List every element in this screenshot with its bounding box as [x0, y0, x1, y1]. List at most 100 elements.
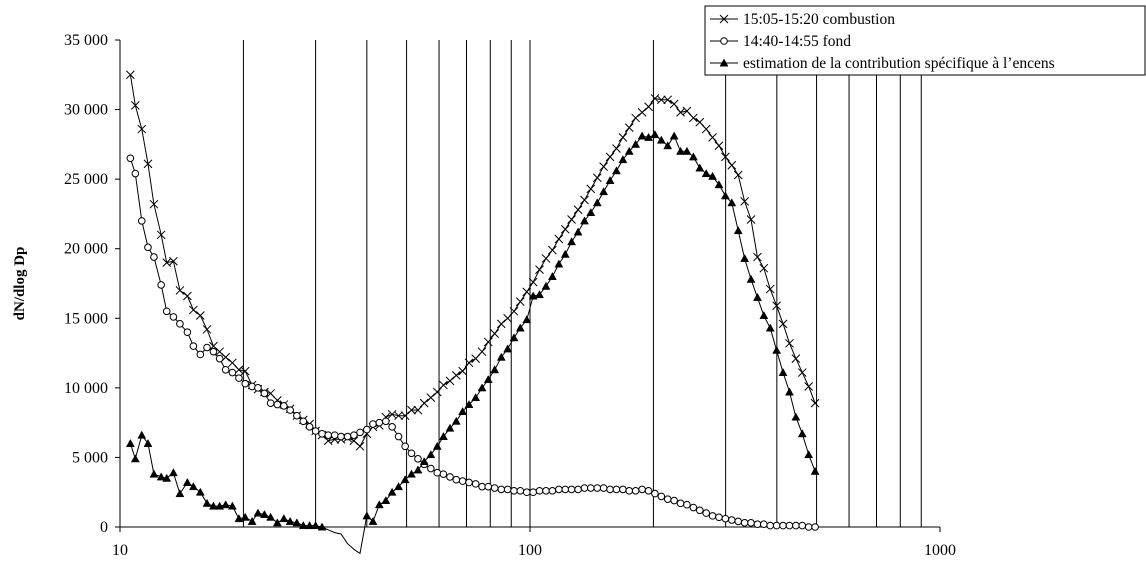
data-point	[509, 333, 519, 342]
data-point	[765, 323, 775, 332]
data-point	[484, 482, 493, 491]
data-point	[149, 469, 159, 478]
data-point	[260, 389, 269, 398]
data-point	[195, 487, 205, 496]
legend: 15:05-15:20 combustion 14:40-14:55 fond es…	[704, 5, 1146, 76]
data-point	[586, 208, 596, 216]
data-point	[465, 478, 473, 487]
data-point	[522, 488, 531, 497]
data-point	[580, 195, 589, 205]
data-point	[144, 243, 152, 252]
data-point	[382, 417, 390, 426]
data-point	[631, 139, 641, 148]
data-point	[624, 123, 634, 133]
data-point	[477, 383, 487, 392]
data-point	[618, 133, 628, 142]
data-point	[760, 520, 768, 529]
data-point	[254, 384, 262, 392]
data-point	[162, 473, 172, 482]
data-point	[669, 131, 679, 140]
data-point	[644, 132, 653, 141]
data-point	[708, 171, 717, 180]
data-point	[272, 518, 282, 527]
data-point	[560, 224, 570, 234]
data-point	[169, 256, 178, 266]
data-point	[490, 365, 500, 374]
data-point	[606, 485, 614, 494]
data-point	[451, 370, 461, 380]
series-3	[125, 130, 820, 555]
data-point	[394, 411, 403, 421]
y-tick-label: 0	[100, 519, 108, 536]
data-point	[149, 199, 159, 209]
data-point	[791, 354, 801, 363]
y-tick-label: 25 000	[64, 171, 108, 188]
data-point	[253, 508, 263, 517]
data-point	[740, 519, 749, 527]
data-point	[792, 521, 800, 530]
data-point	[394, 482, 403, 491]
grid-lines	[242, 40, 922, 527]
data-point	[156, 472, 166, 481]
data-point	[266, 512, 276, 521]
data-point	[542, 487, 550, 495]
data-point	[734, 517, 743, 526]
data-point	[529, 488, 537, 497]
y-axis-title: dN/dlog Dp	[12, 247, 28, 321]
data-point	[400, 411, 410, 421]
data-point	[746, 274, 756, 283]
data-point	[740, 197, 749, 206]
data-point	[439, 470, 448, 478]
data-point	[522, 315, 532, 324]
data-point	[419, 457, 429, 466]
data-point	[772, 301, 781, 311]
data-point	[535, 487, 544, 495]
data-point	[516, 487, 525, 495]
data-point	[363, 425, 371, 434]
y-tick-label: 10 000	[64, 380, 108, 397]
y-tick-label: 15 000	[64, 310, 108, 327]
data-point	[490, 329, 500, 338]
data-point	[721, 514, 730, 523]
data-point	[125, 438, 135, 447]
data-point	[714, 180, 724, 189]
y-tick-label: 5 000	[72, 449, 108, 466]
data-point	[471, 393, 481, 402]
data-point	[720, 191, 730, 200]
data-point	[203, 343, 211, 352]
data-point	[560, 249, 570, 258]
data-point	[510, 487, 518, 495]
data-point	[182, 477, 192, 486]
data-point	[350, 431, 358, 439]
data-point	[580, 484, 589, 492]
data-point	[804, 382, 814, 391]
data-point	[162, 307, 171, 316]
data-point	[810, 398, 820, 408]
data-point	[535, 265, 544, 274]
data-point	[778, 319, 788, 329]
data-point	[299, 417, 308, 426]
data-point	[458, 366, 467, 376]
data-point	[663, 495, 672, 503]
data-point	[637, 131, 647, 140]
data-point	[137, 430, 147, 439]
data-point	[580, 216, 589, 225]
tick-labels: 0 5 000 10 000 15 000 20 000 25 000 30 000 35 0…	[64, 32, 956, 559]
data-point	[765, 284, 775, 294]
data-point	[810, 466, 820, 475]
data-point	[599, 484, 608, 492]
data-point	[131, 169, 140, 178]
data-point	[612, 485, 621, 494]
data-point	[651, 489, 659, 498]
data-point	[503, 344, 513, 353]
data-point	[280, 402, 288, 410]
legend-box	[704, 5, 1146, 76]
data-point	[490, 484, 499, 492]
data-point	[708, 133, 717, 142]
data-point	[305, 423, 314, 431]
data-point	[458, 477, 467, 485]
data-point	[227, 501, 237, 510]
data-point	[286, 406, 294, 414]
data-point	[478, 482, 486, 491]
